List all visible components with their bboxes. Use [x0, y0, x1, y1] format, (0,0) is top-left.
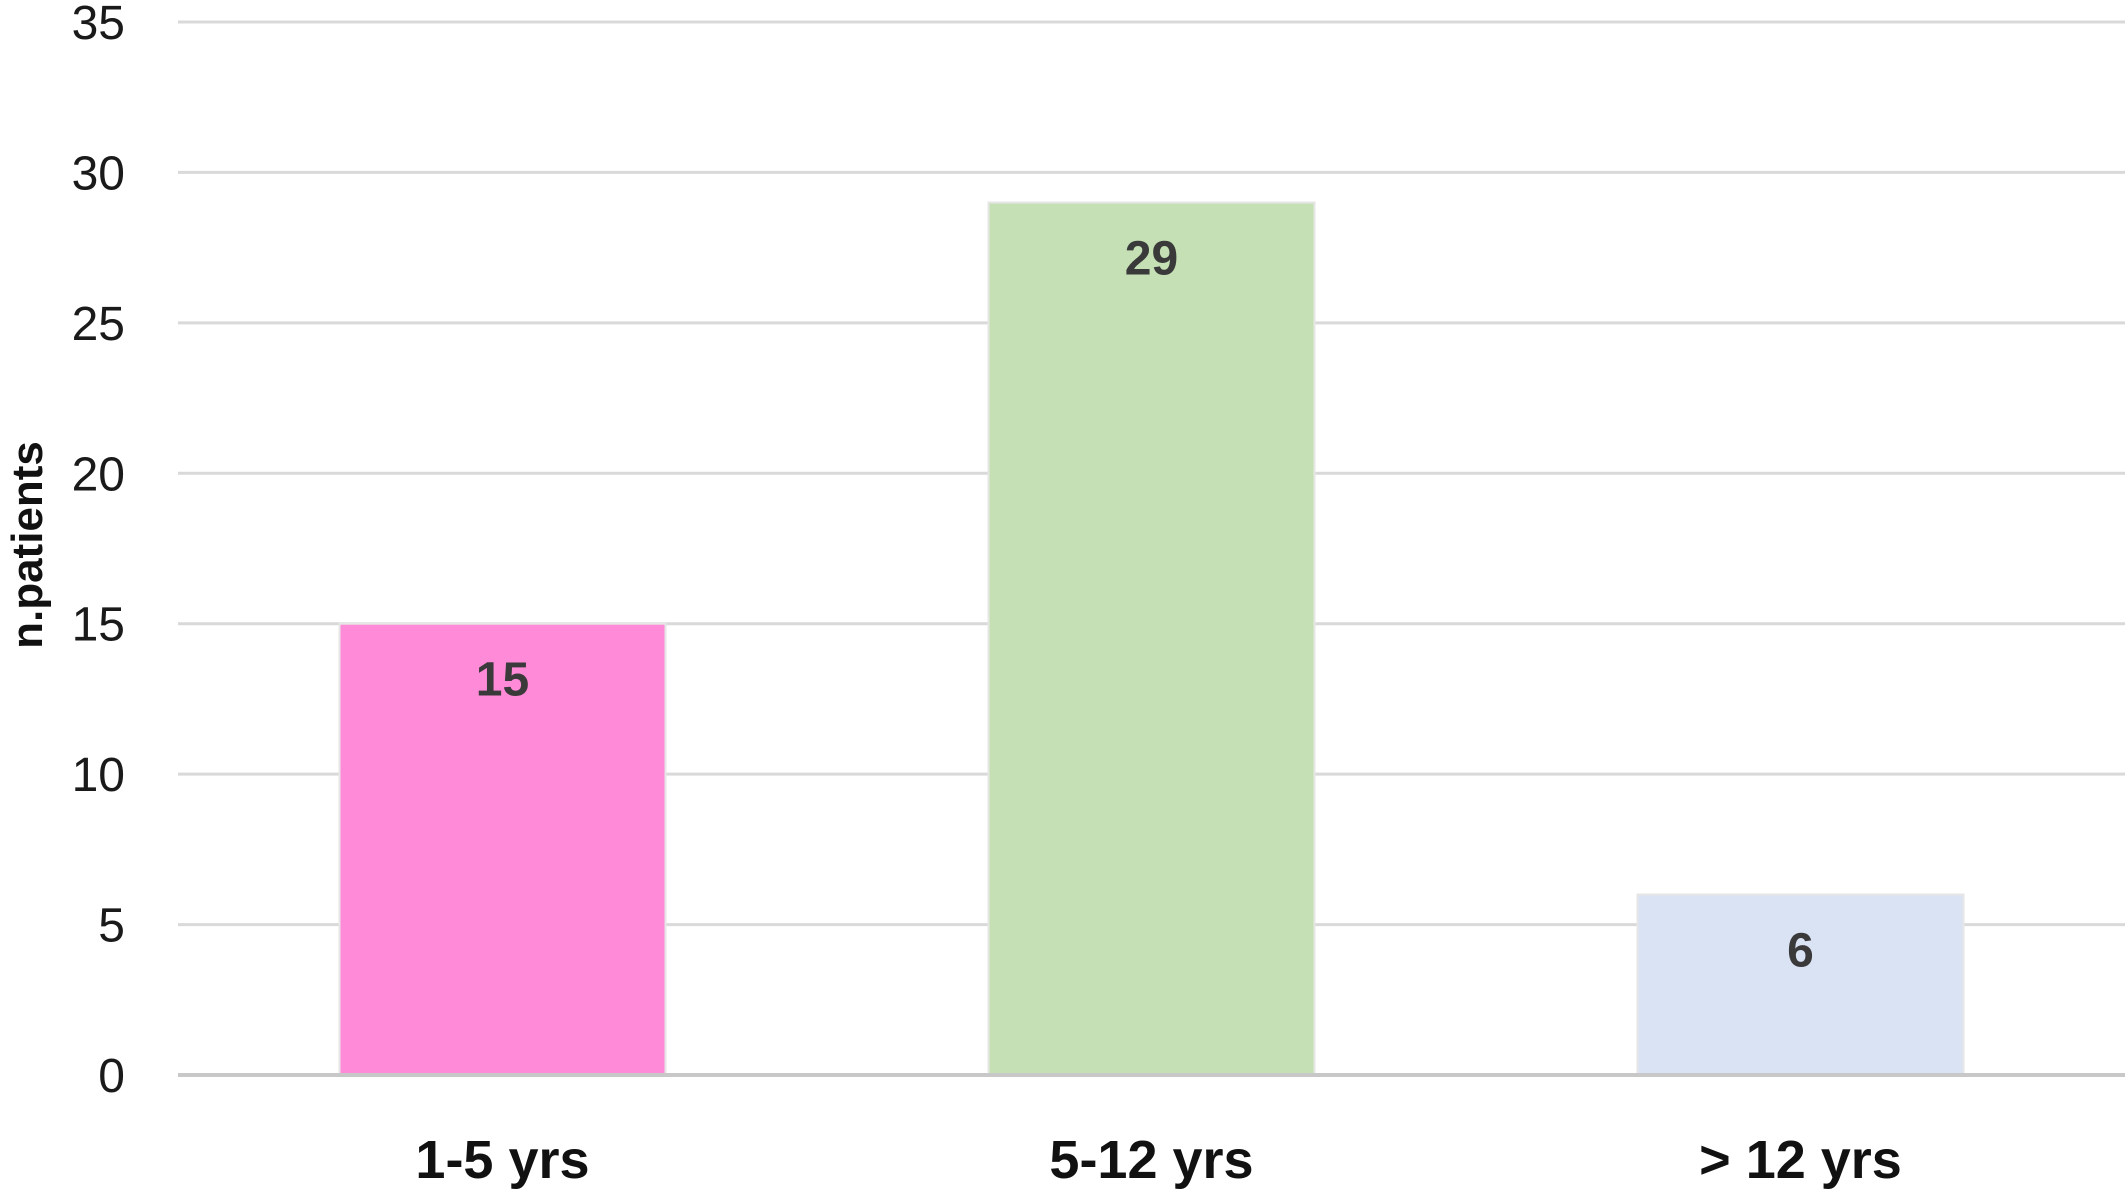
bars: 15 29 6	[338, 201, 1965, 1076]
data-label-2: 29	[1125, 233, 1178, 286]
x-axis-categories: 1-5 yrs 5-12 yrs > 12 yrs	[415, 1130, 1901, 1190]
y-axis-title: n.patients	[3, 441, 52, 649]
data-label-1: 15	[476, 654, 529, 707]
y-tick-label-35: 35	[72, 0, 125, 50]
y-tick-label-0: 0	[98, 1050, 125, 1103]
y-tick-label-20: 20	[72, 448, 125, 501]
bar-2	[987, 201, 1316, 1076]
y-tick-label-5: 5	[98, 900, 125, 953]
x-category-label-3: > 12 yrs	[1699, 1130, 1902, 1190]
y-tick-label-30: 30	[72, 147, 125, 200]
y-axis-ticks: 0 5 10 15 20 25 30 35	[72, 0, 125, 1103]
data-label-3: 6	[1787, 924, 1814, 977]
x-category-label-2: 5-12 yrs	[1049, 1130, 1253, 1190]
bar-3	[1636, 893, 1965, 1076]
y-tick-label-15: 15	[72, 599, 125, 652]
y-tick-label-25: 25	[72, 298, 125, 351]
y-tick-label-10: 10	[72, 749, 125, 802]
x-category-label-1: 1-5 yrs	[415, 1130, 589, 1190]
